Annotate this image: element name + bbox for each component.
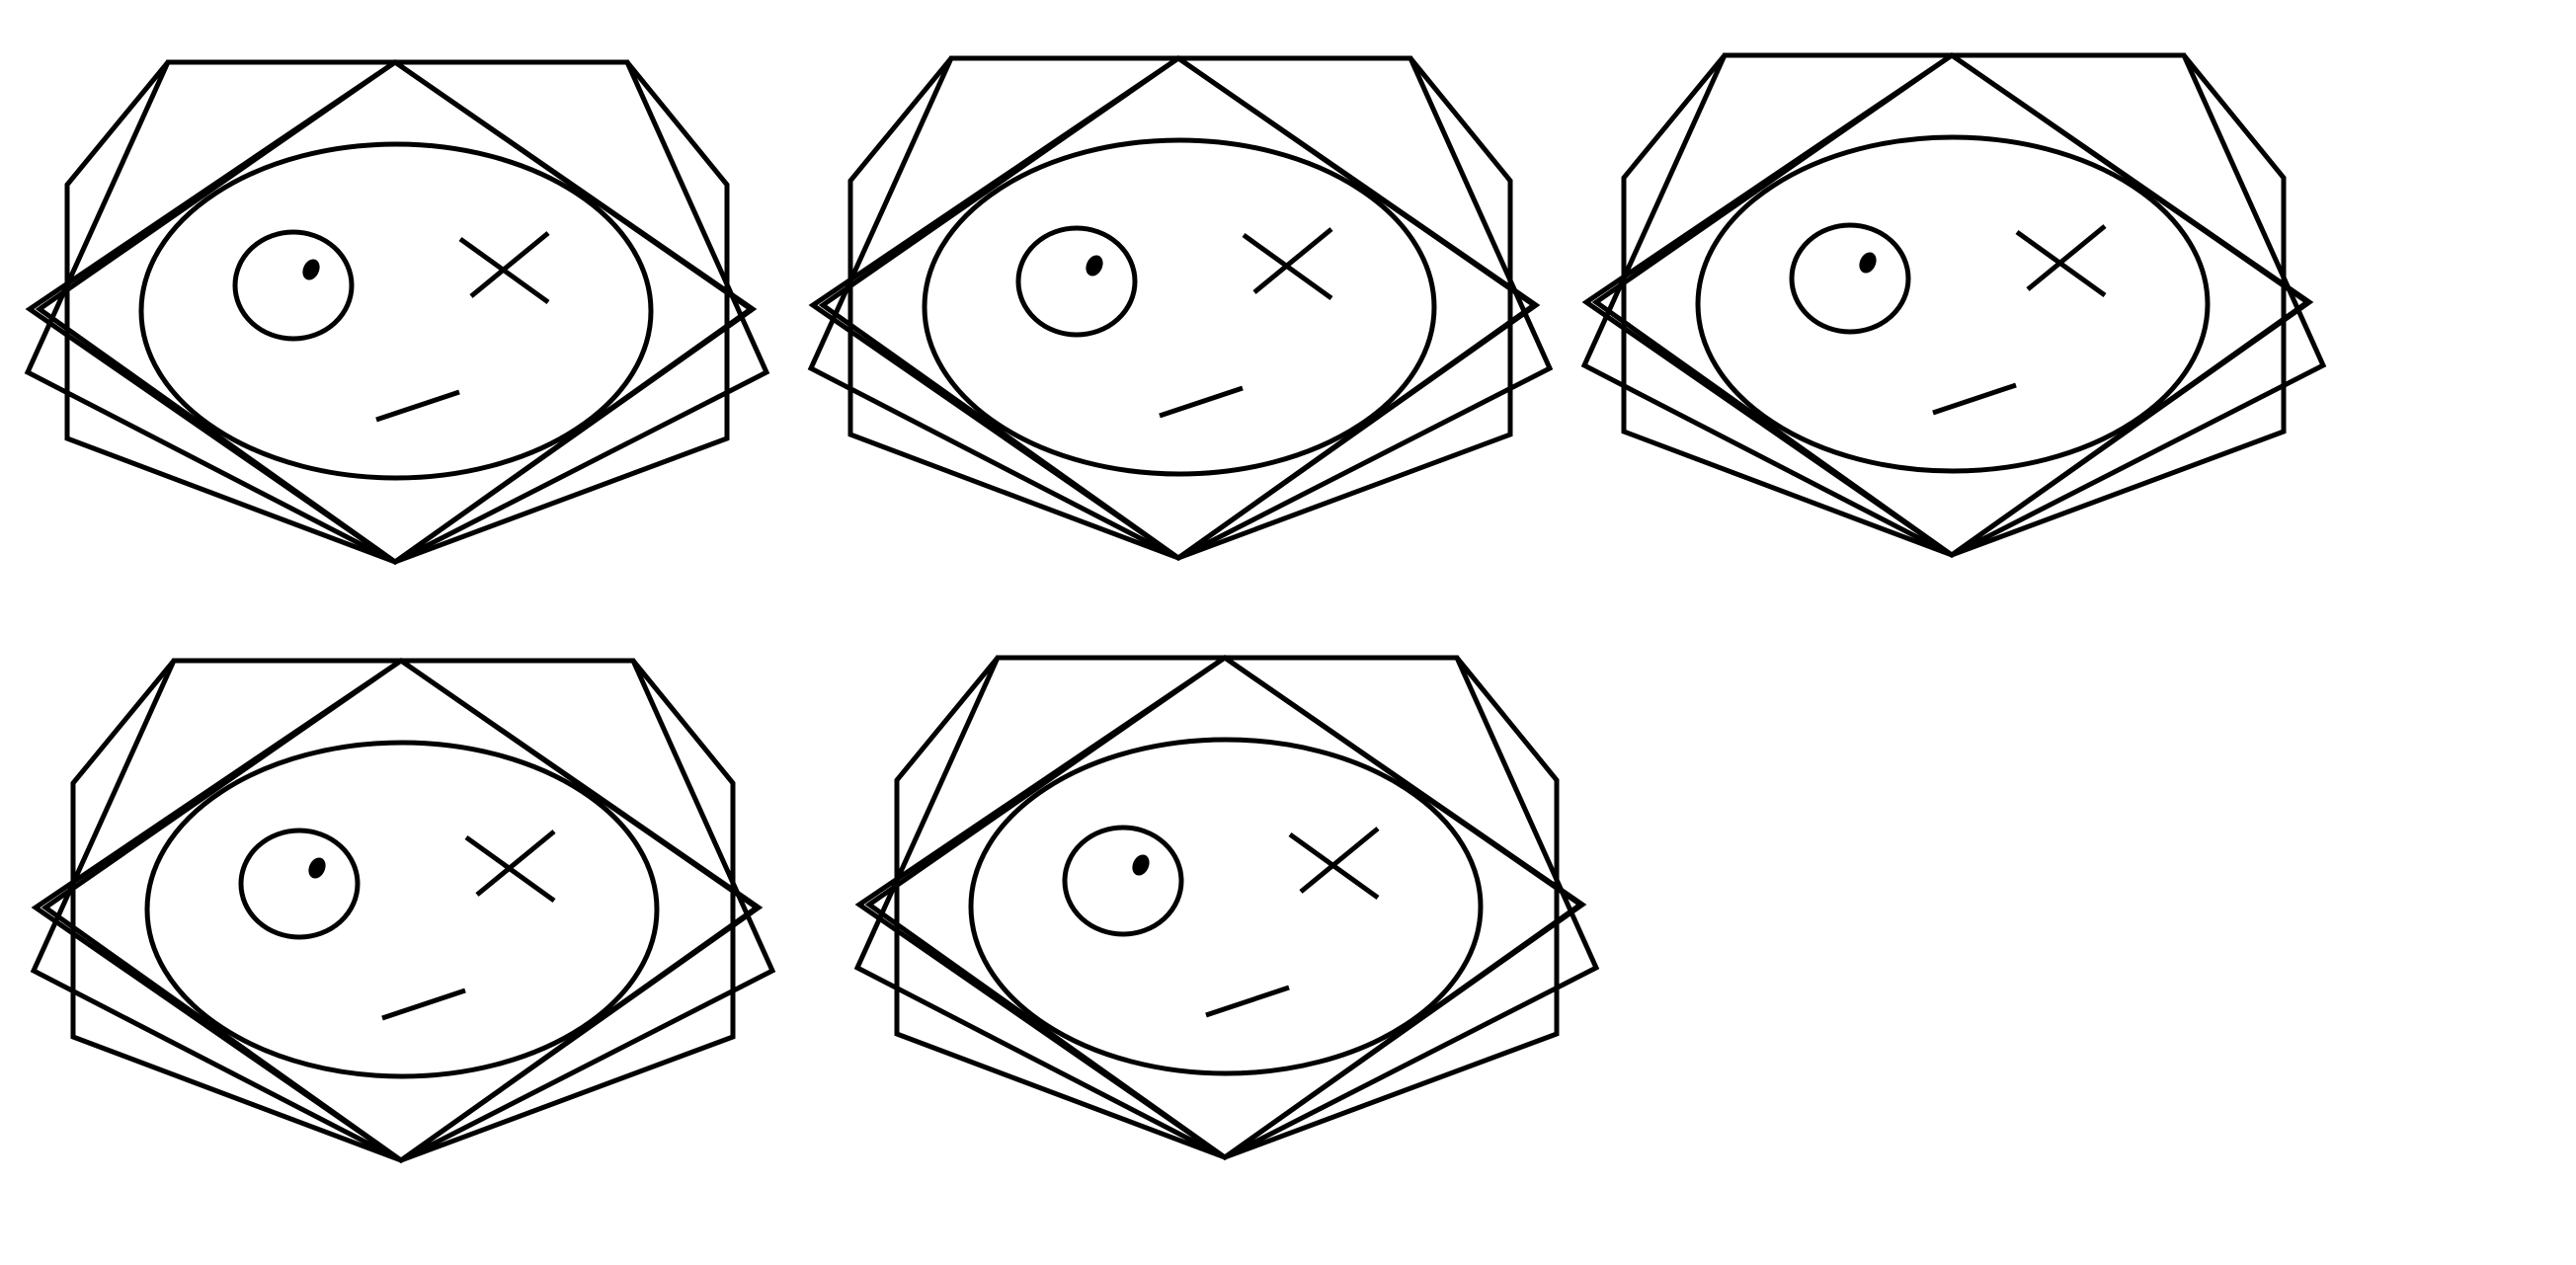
hexagon-outline [1621, 52, 2287, 558]
x-eye [464, 830, 556, 904]
mirrored-hexagon-outline [808, 55, 1554, 561]
x-eye-stroke-2 [469, 231, 550, 298]
rhombus-outline [40, 657, 764, 1164]
pupil [1859, 252, 1877, 274]
pupil [302, 259, 320, 280]
mouth-line [375, 389, 460, 423]
face-ellipse [922, 137, 1437, 477]
pupil [1086, 255, 1103, 277]
mirrored-hexagon-outline [31, 658, 776, 1163]
mouth-line [381, 988, 466, 1021]
mouth-line [1159, 385, 1244, 419]
hexagon-outline [64, 59, 730, 565]
face-ellipse [1695, 134, 2211, 474]
mirrored-hexagon-outline [854, 655, 1600, 1160]
mouth-line [1932, 382, 2017, 416]
open-eye [1015, 225, 1138, 338]
face-ellipse [144, 740, 660, 1079]
face-ellipse [138, 141, 654, 481]
x-eye [1288, 827, 1380, 901]
faces-layer [24, 51, 2327, 1164]
x-eye [1242, 227, 1333, 301]
mouth-line [1205, 985, 1290, 1018]
hexagon-outline [847, 55, 1513, 561]
open-eye [1062, 825, 1184, 937]
x-eye [458, 231, 550, 305]
face-ellipse [968, 737, 1484, 1076]
face-figure [24, 58, 770, 566]
face-figure [807, 54, 1554, 562]
x-eye [2015, 224, 2107, 298]
face-figure [853, 654, 1600, 1161]
x-eye-stroke-2 [2026, 224, 2107, 291]
face-figure [1580, 51, 2327, 559]
open-eye [232, 229, 355, 342]
rhombus-outline [35, 58, 758, 566]
x-eye-stroke-2 [1252, 227, 1333, 294]
rhombus-outline [818, 54, 1541, 562]
x-eye-stroke-2 [1299, 827, 1380, 894]
rhombus-outline [1591, 51, 2314, 559]
open-eye [238, 828, 361, 940]
pupil [1132, 854, 1150, 876]
open-eye [1789, 222, 1911, 335]
face-figure [30, 657, 776, 1164]
x-eye-stroke-2 [475, 830, 556, 897]
rhombus-outline [864, 654, 1587, 1161]
mirrored-hexagon-outline [25, 59, 770, 565]
pupil [308, 857, 326, 879]
hexagon-outline [70, 658, 736, 1163]
hexagon-outline [894, 655, 1560, 1160]
mirrored-hexagon-outline [1581, 52, 2327, 558]
